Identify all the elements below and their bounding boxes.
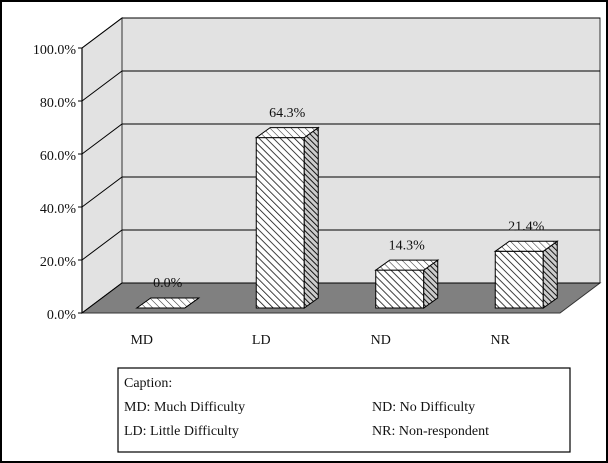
bar-side xyxy=(303,126,319,309)
bars: 0.0% 64.3% 14.3% 21.4% xyxy=(135,106,559,309)
bar-top xyxy=(493,240,559,252)
grid-line xyxy=(81,282,600,314)
y-tick-label: 20.0% xyxy=(40,255,77,270)
bar-top xyxy=(374,259,440,271)
value-label: 64.3% xyxy=(269,106,306,121)
caption-item: ND: No Difficulty xyxy=(372,400,475,415)
y-tick-label: 100.0% xyxy=(33,43,77,58)
bar-top xyxy=(254,127,320,139)
caption-item: LD: Little Difficulty xyxy=(124,424,239,439)
caption-box xyxy=(117,367,571,453)
grid-line xyxy=(81,123,600,155)
grid-line xyxy=(81,176,600,208)
grid-line xyxy=(81,17,600,49)
y-tick-label: 0.0% xyxy=(47,308,77,323)
value-label: 0.0% xyxy=(153,276,183,291)
y-tick-label: 40.0% xyxy=(40,202,77,217)
bar-front xyxy=(255,137,305,309)
grid-line xyxy=(81,229,600,261)
y-tick-label: 80.0% xyxy=(40,96,77,111)
y-tick-label: 60.0% xyxy=(40,149,77,164)
bar-top xyxy=(135,297,201,309)
value-label: 21.4% xyxy=(508,220,545,235)
caption-item: MD: Much Difficulty xyxy=(124,400,245,415)
x-tick-label: MD xyxy=(130,333,153,348)
bar-front xyxy=(375,269,425,309)
x-tick-label: LD xyxy=(252,333,271,348)
x-tick-label: ND xyxy=(371,333,391,348)
bar-side xyxy=(542,240,558,309)
value-label: 14.3% xyxy=(389,238,426,253)
grid xyxy=(78,17,600,314)
caption-title: Caption: xyxy=(124,376,172,391)
side-wall xyxy=(81,17,123,314)
caption-item: NR: Non-respondent xyxy=(372,424,489,439)
x-tick-label: NR xyxy=(491,333,511,348)
bar-front xyxy=(494,250,544,309)
grid-line xyxy=(81,70,600,102)
